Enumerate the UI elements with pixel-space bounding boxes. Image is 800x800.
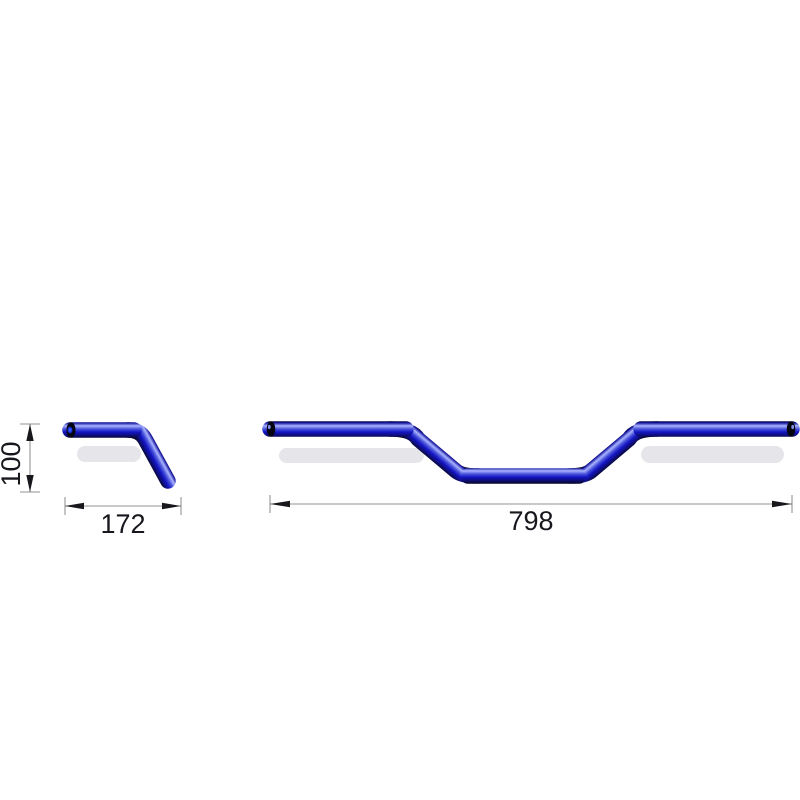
svg-text:798: 798 bbox=[508, 506, 553, 536]
svg-text:100: 100 bbox=[0, 441, 26, 486]
svg-text:172: 172 bbox=[100, 509, 145, 539]
